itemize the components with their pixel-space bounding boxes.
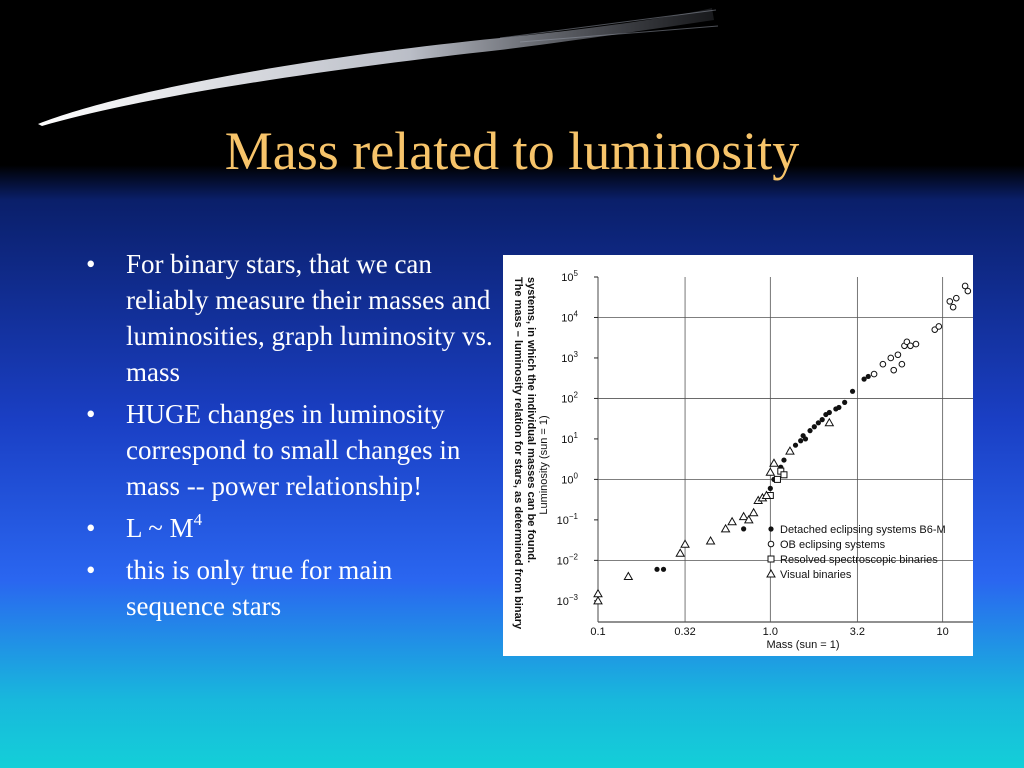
slide-title: Mass related to luminosity xyxy=(224,121,800,181)
bullet-text: For binary stars, that we can reliably m… xyxy=(126,249,493,387)
detached-eclipsing-point xyxy=(660,566,667,572)
ob-eclipsing-point xyxy=(935,323,943,330)
bullet-glyph: • xyxy=(86,399,96,429)
detached-eclipsing-point xyxy=(815,420,821,426)
ob-eclipsing-point xyxy=(952,294,960,302)
detached-eclipsing-point xyxy=(798,438,804,444)
bullet-text: this is only true for main sequence star… xyxy=(126,555,393,621)
legend-spectroscopic-binary-marker xyxy=(767,555,775,563)
detached-eclipsing-point xyxy=(792,442,799,448)
visual-binary-point xyxy=(727,516,737,526)
y-tick-label: 10−2 xyxy=(557,552,579,567)
visual-binary-point xyxy=(748,507,759,517)
bullet-list: • For binary stars, that we can reliably… xyxy=(86,246,496,630)
legend-label: Visual binaries xyxy=(780,569,852,581)
visual-binary-point xyxy=(743,514,754,524)
exponent: 4 xyxy=(193,510,203,529)
x-tick-label: 10 xyxy=(937,626,949,638)
x-tick-label: 3.2 xyxy=(850,626,865,638)
ob-eclipsing-point xyxy=(964,287,972,295)
detached-eclipsing-point xyxy=(842,399,848,405)
legend-label: Resolved spectroscopic binaries xyxy=(780,554,938,566)
ob-eclipsing-point xyxy=(949,303,957,311)
y-tick-label: 102 xyxy=(561,390,578,405)
chart-legend: Detached eclipsing systems B6-M OB eclips… xyxy=(766,524,946,581)
detached-eclipsing-point xyxy=(741,526,747,532)
ob-eclipsing-point xyxy=(946,298,954,305)
ob-eclipsing-point xyxy=(879,360,887,368)
detached-eclipsing-point xyxy=(861,376,867,382)
caption-line-2: systems, in which the individual masses … xyxy=(525,277,537,563)
legend-detached-eclipsing-marker xyxy=(768,526,774,532)
ob-eclipsing-point xyxy=(887,354,895,362)
legend-ob-eclipsing-marker xyxy=(767,540,775,548)
figure-caption: The mass – luminosity relation for stars… xyxy=(512,277,537,630)
bullet-glyph: • xyxy=(86,249,96,279)
y-tick-label: 100 xyxy=(561,471,578,486)
visual-binary-point xyxy=(738,511,749,521)
visual-binary-point xyxy=(705,536,716,545)
y-tick-label: 10−3 xyxy=(557,593,579,608)
bullet-item: • this is only true for main sequence st… xyxy=(86,552,496,624)
detached-eclipsing-point xyxy=(767,485,773,491)
mass-luminosity-figure: The mass – luminosity relation for stars… xyxy=(503,255,973,656)
y-axis-label: Luminosity (sun = 1) xyxy=(538,415,550,514)
plot-area: 0.1 0.32 1.0 3.2 10 10−3 10−2 10−1 100 101 102 103 1… xyxy=(557,269,973,638)
detached-eclipsing-point xyxy=(781,457,787,463)
y-tick-label: 103 xyxy=(561,350,578,365)
visual-binary-point xyxy=(623,571,634,580)
caption-line-1: The mass – luminosity relation for stars… xyxy=(512,277,524,630)
detached-eclipsing-point xyxy=(807,428,813,434)
visual-binary-point xyxy=(761,490,772,500)
bullet-glyph: • xyxy=(86,555,96,585)
mass-luminosity-chart: The mass – luminosity relation for stars… xyxy=(512,269,973,651)
visual-binary-point xyxy=(769,458,779,467)
title-swoosh-decoration xyxy=(38,8,719,126)
detached-eclipsing-point xyxy=(826,409,832,416)
bullet-item: • HUGE changes in luminosity correspond … xyxy=(86,396,496,504)
spectroscopic-binary-point xyxy=(773,475,781,483)
detached-eclipsing-point xyxy=(811,424,817,430)
x-tick-label: 0.1 xyxy=(590,626,605,638)
visual-binary-point xyxy=(675,548,686,557)
visual-binary-point xyxy=(785,446,795,455)
detached-eclipsing-point xyxy=(802,436,809,442)
detached-eclipsing-point xyxy=(654,566,660,572)
bullet-text: HUGE changes in luminosity correspond to… xyxy=(126,399,461,501)
spectroscopic-binary-point xyxy=(780,471,788,479)
bullet-glyph: • xyxy=(86,513,96,543)
ob-eclipsing-point xyxy=(912,340,920,348)
legend-label: OB eclipsing systems xyxy=(780,539,886,551)
y-tick-label: 104 xyxy=(561,309,578,324)
y-tick-label: 101 xyxy=(561,431,578,446)
visual-binary-point xyxy=(720,523,731,533)
ob-eclipsing-point xyxy=(894,351,902,359)
detached-eclipsing-point xyxy=(819,417,825,423)
legend-visual-binary-marker xyxy=(766,568,776,578)
y-tick-label: 10−1 xyxy=(557,512,579,527)
ob-eclipsing-point xyxy=(903,338,911,346)
x-axis-label: Mass (sun = 1) xyxy=(766,639,839,651)
ob-eclipsing-point xyxy=(870,370,878,378)
ob-eclipsing-point xyxy=(961,282,969,290)
ob-eclipsing-point xyxy=(890,366,898,374)
ob-eclipsing-point xyxy=(907,342,914,350)
x-tick-label: 0.32 xyxy=(674,626,695,638)
detached-eclipsing-point xyxy=(849,388,856,394)
detached-eclipsing-point xyxy=(836,404,842,411)
visual-binary-point xyxy=(680,539,690,548)
visual-binary-point xyxy=(824,417,835,427)
visual-binary-point xyxy=(765,467,776,476)
legend-label: Detached eclipsing systems B6-M xyxy=(780,524,946,536)
detached-eclipsing-point xyxy=(865,373,871,380)
y-tick-label: 105 xyxy=(561,269,578,284)
visual-binary-point xyxy=(593,595,603,605)
ob-eclipsing-point xyxy=(898,360,906,368)
bullet-text: L ~ M xyxy=(126,513,194,543)
visual-binary-point xyxy=(593,588,603,598)
bullet-item: • For binary stars, that we can reliably… xyxy=(86,246,496,390)
x-tick-label: 1.0 xyxy=(763,626,778,638)
bullet-item: • L ~ M4 xyxy=(86,510,496,546)
